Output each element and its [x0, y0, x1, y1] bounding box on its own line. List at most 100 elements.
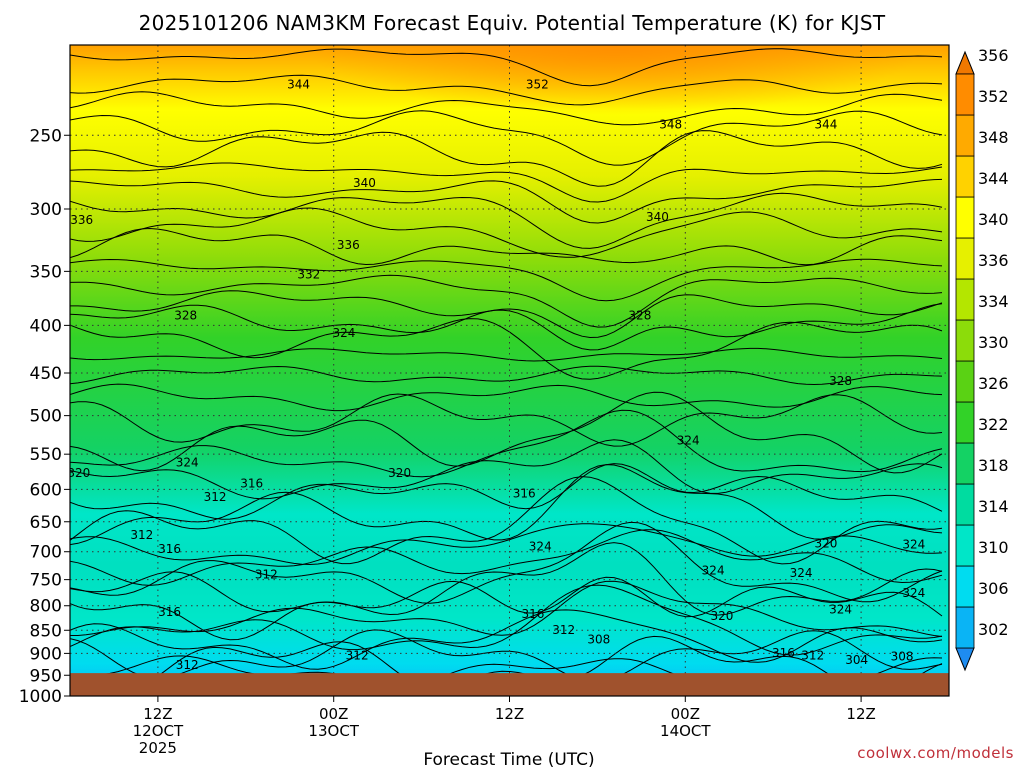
contour-line [70, 629, 943, 683]
contour-line [70, 91, 943, 126]
contour-label: 312 [801, 648, 824, 662]
x-tick-label: 13OCT [308, 722, 359, 740]
colorbar-segment [955, 155, 975, 198]
colorbar-segment [955, 524, 975, 567]
contour-label-text: 352 [526, 78, 549, 92]
contour-label-text: 312 [204, 490, 227, 504]
y-tick-label-300: 300 [30, 200, 62, 220]
contour-label: 336 [70, 213, 93, 227]
contour-line [70, 476, 943, 565]
contour-line [70, 192, 943, 249]
contour-line [70, 290, 943, 339]
contour-line [70, 178, 943, 224]
colorbar-top-arrow [955, 50, 975, 75]
y-tick-label-250: 250 [30, 126, 62, 146]
contour-label-text: 312 [801, 648, 824, 662]
terrain-below-ground [70, 673, 949, 696]
colorbar: 302 306 310 314 318 322 326 330 334 336 340 344 348 3… [955, 46, 1009, 672]
contour-line [70, 576, 943, 641]
colorbar-label-322: 322 [978, 415, 1009, 434]
contour-label-text: 316 [158, 605, 181, 619]
colorbar-label-326: 326 [978, 374, 1009, 393]
contour-label: 316 [521, 607, 544, 621]
contour-line [70, 74, 943, 106]
contour-label: 324 [790, 566, 813, 580]
contour-lines [70, 48, 943, 695]
contour-label-text: 316 [521, 607, 544, 621]
colorbar-segment [955, 606, 975, 649]
contour-label: 312 [346, 648, 369, 662]
colorbar-label-306: 306 [978, 579, 1009, 598]
x-tick-label: 2025 [139, 739, 177, 757]
y-tick-label-800: 800 [30, 597, 62, 617]
contour-label: 324 [902, 586, 925, 600]
colorbar-segment [955, 196, 975, 239]
colorbar-label-340: 340 [978, 210, 1009, 229]
contour-label-text: 336 [337, 238, 360, 252]
contour-label: 316 [240, 476, 263, 490]
contour-label: 324 [176, 456, 199, 470]
y-tick-label-450: 450 [30, 364, 62, 384]
colorbar-label-314: 314 [978, 497, 1009, 516]
colorbar-label-352: 352 [978, 87, 1009, 106]
contour-line [70, 258, 943, 302]
contour-label: 320 [814, 536, 837, 550]
contour-label-text: 332 [297, 268, 320, 282]
contour-line [70, 48, 943, 87]
y-tick-label-750: 750 [30, 571, 62, 591]
contour-label: 332 [297, 268, 320, 282]
contour-label-text: 320 [710, 609, 733, 623]
contour-line [70, 463, 943, 520]
contour-label: 312 [255, 567, 278, 581]
contour-label: 336 [337, 238, 360, 252]
x-tick-label: 00Z [319, 705, 348, 723]
x-tick-label: 00Z [671, 705, 700, 723]
contour-label-text: 312 [130, 528, 153, 542]
colorbar-label-310: 310 [978, 538, 1009, 557]
contour-label: 328 [829, 374, 852, 388]
contour-line [70, 529, 943, 586]
contour-label-text: 324 [702, 564, 725, 578]
contour-label-text: 336 [70, 213, 93, 227]
contour-label-text: 304 [845, 653, 868, 667]
contour-line [70, 318, 943, 380]
contour-label-text: 324 [333, 326, 356, 340]
contour-label-text: 340 [353, 176, 376, 190]
x-tick-label: 14OCT [660, 722, 711, 740]
chart-title: 2025101206 NAM3KM Forecast Equiv. Potent… [139, 11, 886, 35]
contour-line [70, 580, 943, 637]
colorbar-label-318: 318 [978, 456, 1009, 475]
contour-label: 304 [845, 653, 868, 667]
credit-text: coolwx.com/models [857, 744, 1014, 762]
contour-line [70, 274, 943, 328]
colorbar-segment [955, 73, 975, 116]
contour-label-text: 328 [628, 309, 651, 323]
x-axis-label: Forecast Time (UTC) [423, 750, 594, 768]
contour-line [70, 464, 943, 546]
colorbar-segment [955, 483, 975, 526]
y-tick-label-900: 900 [30, 644, 62, 664]
contour-label-text: 312 [255, 567, 278, 581]
contour-label: 348 [659, 118, 682, 132]
y-tick-label-950: 950 [30, 666, 62, 686]
contour-line [70, 542, 943, 616]
contour-label-text: 316 [158, 542, 181, 556]
colorbar-bottom-arrow [955, 647, 975, 672]
colorbar-label-334: 334 [978, 292, 1009, 311]
colorbar-segment [955, 114, 975, 157]
contour-line [70, 609, 943, 670]
contour-label: 312 [552, 623, 575, 637]
contour-line [70, 393, 943, 447]
contour-label-text: 344 [287, 78, 310, 92]
contour-label: 316 [158, 542, 181, 556]
contour-label: 328 [628, 309, 651, 323]
colorbar-label-302: 302 [978, 620, 1009, 639]
contour-line [70, 130, 943, 187]
contour-label-text: 324 [902, 586, 925, 600]
contour-label: 344 [287, 78, 310, 92]
contour-label: 324 [529, 539, 552, 553]
y-axis: 250 300 350 400 450 500 550 600 650 700 750 800 850 9… [19, 126, 70, 707]
contour-label-text: 324 [902, 538, 925, 552]
